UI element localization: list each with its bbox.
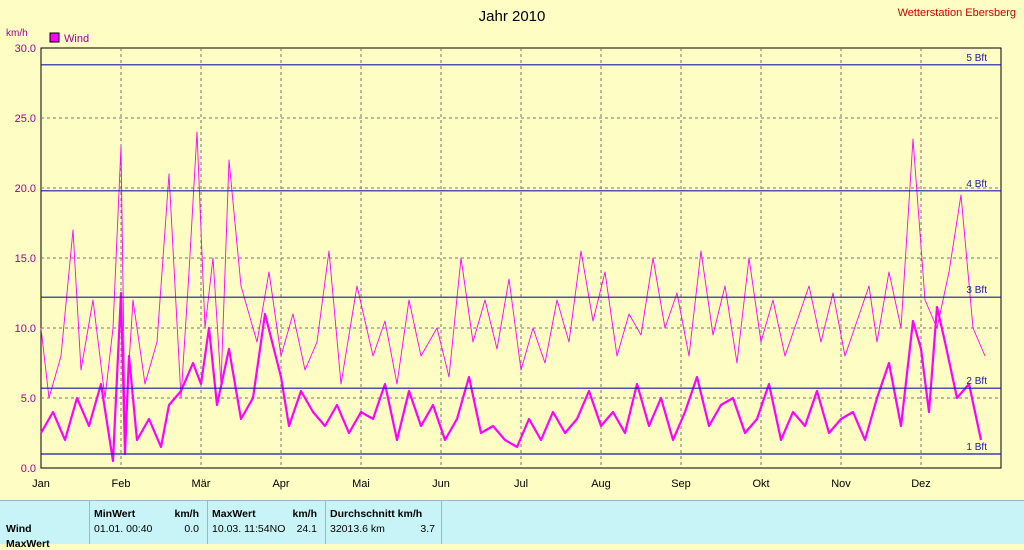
x-tick-label: Nov: [831, 478, 851, 490]
avg-header: Durchschnitt km/h: [330, 508, 423, 520]
reference-line-label: 1 Bft: [966, 442, 987, 453]
footer-min-col: MinWert km/h 01.01. 00:40 0.0: [89, 501, 208, 544]
footer-avg-col: Durchschnitt km/h 32013.6 km 3.7: [325, 501, 442, 544]
chart: Jahr 2010 Wetterstation Ebersberg km/h W…: [6, 7, 1016, 490]
x-tick-label: Aug: [591, 478, 611, 490]
series-line-wind-max: [40, 131, 986, 427]
footer-max-col: MaxWert km/h 10.03. 11:54NO 24.1: [207, 501, 326, 544]
max-date: 10.03. 11:54NO: [212, 523, 286, 535]
y-tick-label: 10.0: [15, 323, 36, 335]
max-header: MaxWert: [212, 508, 256, 520]
series-line-wind: [40, 291, 983, 463]
y-axis-label: km/h: [6, 28, 28, 39]
reference-line-label: 3 Bft: [966, 285, 987, 296]
x-tick-label: Dez: [911, 478, 931, 490]
reference-line-label: 5 Bft: [966, 53, 987, 64]
station-name: Wetterstation Ebersberg: [898, 7, 1016, 19]
stats-footer: Wind MaxWert MinWert km/h 01.01. 00:40 0…: [0, 500, 1024, 550]
footer-row-label-wind: Wind: [6, 523, 32, 535]
footer-label-col: Wind MaxWert: [0, 501, 90, 550]
x-tick-label: Sep: [671, 478, 691, 490]
min-unit: km/h: [174, 508, 199, 520]
min-header: MinWert: [94, 508, 136, 520]
y-tick-label: 0.0: [21, 463, 36, 475]
y-tick-label: 25.0: [15, 113, 36, 125]
x-tick-label: Mai: [352, 478, 370, 490]
avg-distance: 32013.6 km: [330, 523, 385, 535]
x-tick-label: Apr: [272, 478, 289, 490]
footer-row-label-maxwert: MaxWert: [6, 538, 50, 550]
min-value: 0.0: [184, 523, 199, 535]
x-tick-label: Mär: [192, 478, 211, 490]
x-tick-label: Jan: [32, 478, 50, 490]
x-tick-label: Jun: [432, 478, 450, 490]
reference-line-label: 2 Bft: [966, 376, 987, 387]
avg-value: 3.7: [420, 523, 435, 535]
chart-title: Jahr 2010: [479, 8, 546, 25]
x-tick-label: Okt: [752, 478, 769, 490]
reference-line-label: 4 Bft: [966, 179, 987, 190]
legend-label: Wind: [64, 33, 89, 45]
x-tick-label: Jul: [514, 478, 528, 490]
y-tick-label: 5.0: [21, 393, 36, 405]
legend-swatch: [49, 32, 60, 43]
y-tick-label: 15.0: [15, 253, 36, 265]
x-tick-label: Feb: [112, 478, 131, 490]
min-date: 01.01. 00:40: [94, 523, 153, 535]
max-value: 24.1: [296, 523, 317, 535]
y-tick-label: 30.0: [15, 43, 36, 55]
y-tick-label: 20.0: [15, 183, 36, 195]
max-unit: km/h: [292, 508, 317, 520]
